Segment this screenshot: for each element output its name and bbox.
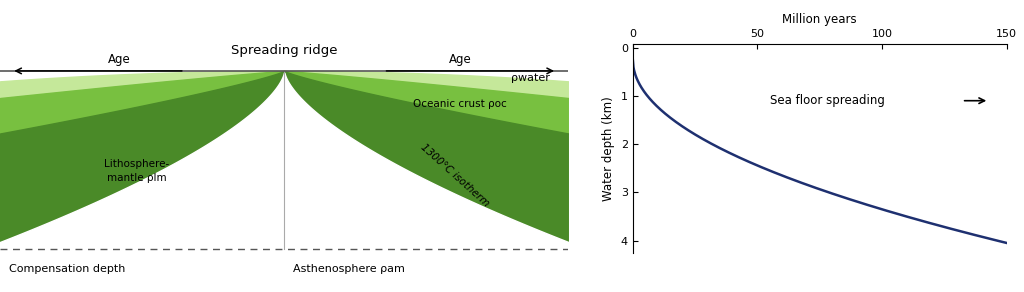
Text: Oceanic crust ρoc: Oceanic crust ρoc — [414, 99, 507, 109]
Text: Sea floor spreading: Sea floor spreading — [770, 94, 885, 107]
Text: Asthenosphere ρam: Asthenosphere ρam — [293, 264, 404, 274]
X-axis label: Million years: Million years — [782, 13, 857, 26]
Text: Compensation depth: Compensation depth — [8, 264, 125, 274]
Text: 1300°C isotherm: 1300°C isotherm — [419, 142, 490, 208]
Text: Age: Age — [108, 53, 131, 66]
Text: Spreading ridge: Spreading ridge — [230, 44, 338, 57]
Text: Age: Age — [449, 53, 472, 66]
Y-axis label: Water depth (km): Water depth (km) — [602, 96, 615, 201]
Text: Lithosphere-
mantle ρlm: Lithosphere- mantle ρlm — [103, 159, 169, 183]
Text: ρwater: ρwater — [512, 73, 550, 83]
